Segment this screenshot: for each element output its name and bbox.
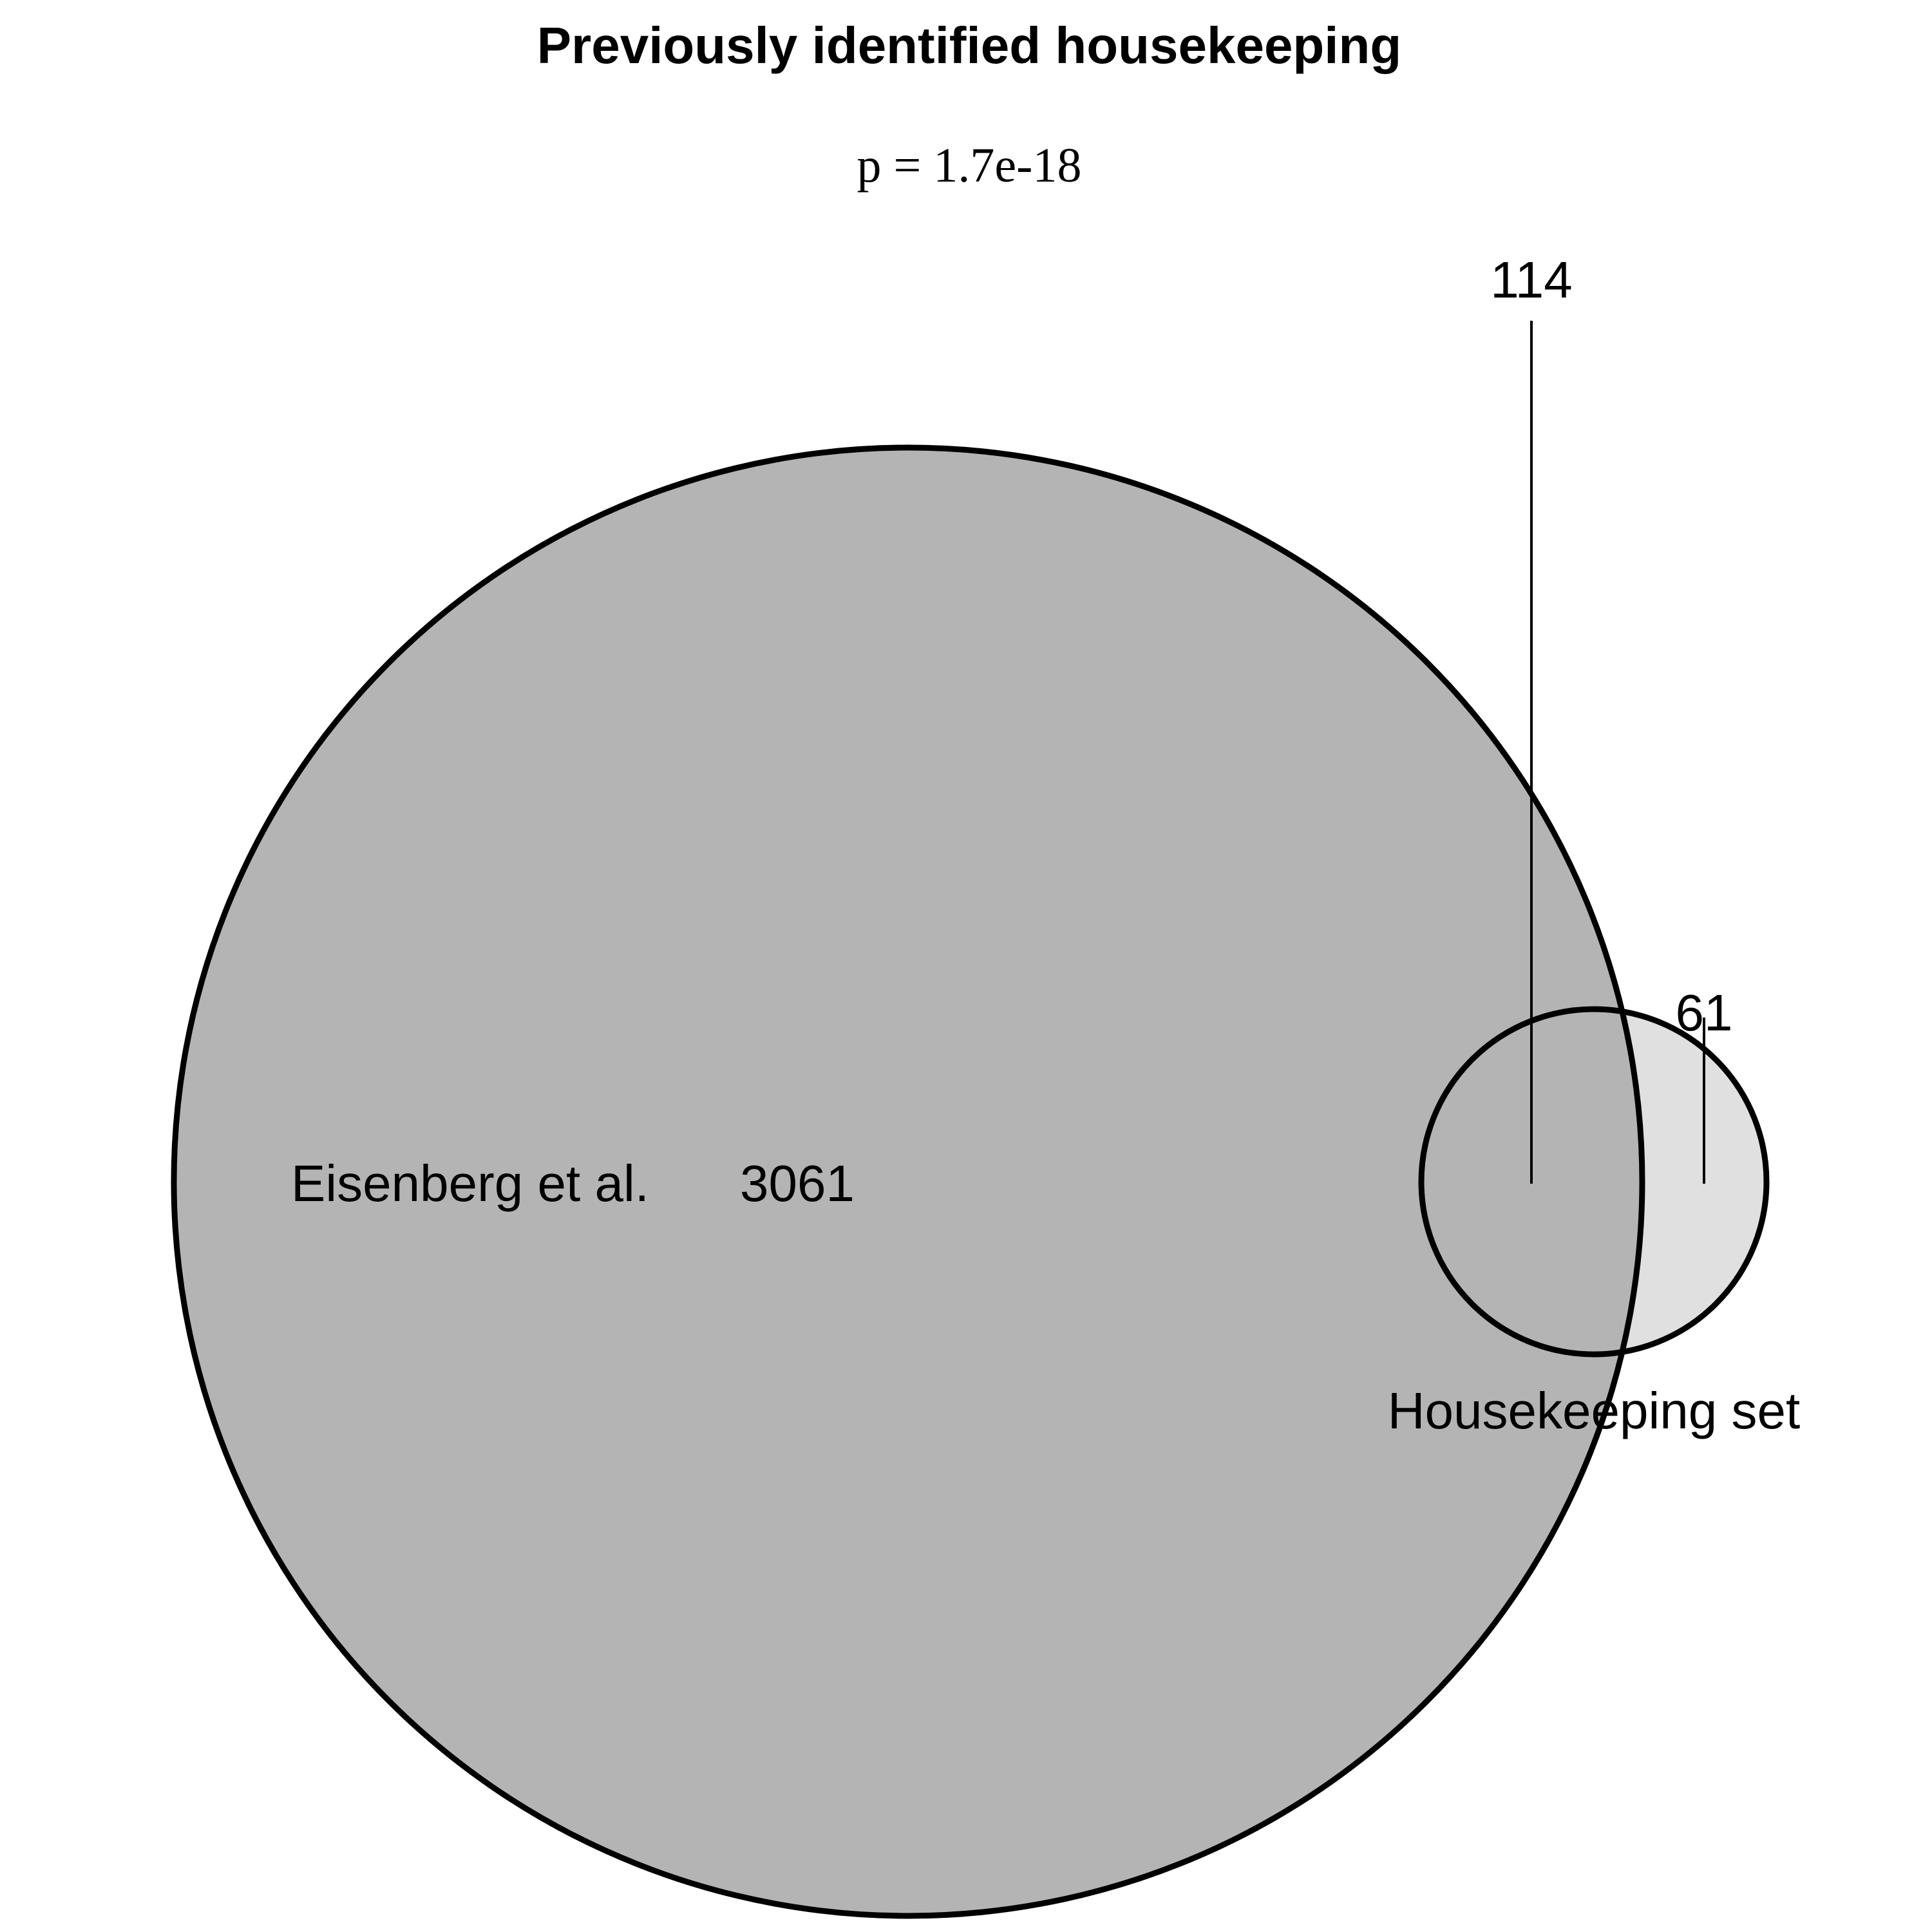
eisenberg-set-circle	[174, 448, 1642, 1916]
eisenberg-set-label: Eisenberg et al.	[291, 1155, 649, 1212]
housekeeping-set-outline	[1418, 1006, 1770, 1358]
eisenberg-only-count: 3061	[740, 1155, 855, 1212]
eisenberg-set-outline	[171, 444, 1645, 1919]
housekeeping-set-label: Housekeeping set	[1388, 1382, 1800, 1439]
housekeeping-only-count: 61	[1676, 984, 1733, 1041]
diagram-title: Previously identified housekeeping	[537, 17, 1402, 74]
p-value: p = 1.7e-18	[857, 138, 1082, 193]
overlap-count: 114	[1490, 251, 1573, 308]
